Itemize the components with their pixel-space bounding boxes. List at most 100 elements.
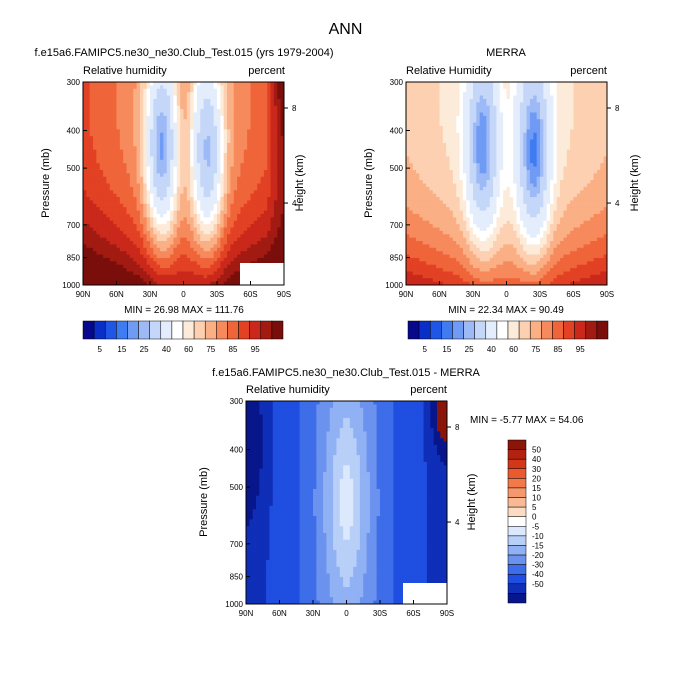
contour-cell [230, 213, 235, 218]
contour-cell [429, 88, 434, 93]
contour-cell [150, 197, 154, 201]
contour-cell [99, 261, 104, 266]
contour-cell [200, 207, 205, 212]
contour-cell [109, 213, 114, 218]
contour-cell [150, 146, 154, 151]
contour-cell [213, 136, 218, 141]
contour-cell [163, 122, 168, 127]
contour-cell [190, 159, 195, 164]
contour-cell [223, 98, 228, 103]
contour-cell [237, 122, 241, 127]
contour-cell [233, 274, 238, 279]
contour-cell [237, 217, 241, 222]
contour-cell [193, 122, 198, 127]
contour-cell [406, 254, 410, 259]
contour-cell [166, 105, 171, 110]
contour-cell [223, 183, 228, 188]
contour-cell [449, 278, 454, 283]
contour-cell [422, 281, 427, 285]
contour-cell [163, 268, 168, 272]
contour-cell [406, 153, 410, 157]
contour-cell [452, 247, 457, 252]
contour-cell [449, 264, 454, 269]
contour-cell [103, 139, 107, 144]
contour-cell [449, 220, 454, 225]
contour-cell [227, 271, 231, 276]
contour-cell [93, 254, 97, 259]
contour-cell [109, 125, 114, 130]
contour-cell [462, 261, 467, 266]
contour-cell [422, 268, 427, 272]
contour-cell [143, 173, 148, 178]
contour-cell [116, 159, 121, 164]
contour-cell [139, 173, 144, 178]
contour-cell [436, 207, 440, 212]
contour-cell [119, 149, 124, 154]
contour-cell [196, 139, 201, 144]
contour-cell [146, 119, 151, 124]
contour-cell [203, 254, 208, 259]
contour-cell [156, 190, 161, 195]
contour-cell [103, 125, 107, 130]
contour-cell [116, 271, 121, 276]
contour-cell [233, 264, 238, 269]
contour-cell [93, 98, 97, 103]
contour-cell [89, 227, 94, 232]
contour-cell [233, 153, 238, 157]
contour-cell [156, 281, 161, 285]
contour-cell [233, 142, 238, 147]
contour-cell [173, 224, 178, 228]
contour-cell [89, 271, 94, 276]
contour-cell [432, 224, 437, 228]
contour-cell [240, 132, 245, 137]
contour-cell [409, 92, 414, 97]
contour-cell [89, 241, 94, 245]
contour-cell [469, 180, 474, 184]
contour-cell [89, 95, 94, 100]
contour-cell [133, 88, 138, 93]
contour-cell [260, 149, 265, 154]
contour-cell [419, 125, 424, 130]
contour-cell [203, 271, 208, 276]
contour-cell [136, 264, 141, 269]
contour-cell [230, 186, 235, 191]
contour-cell [223, 125, 228, 130]
contour-cell [150, 271, 154, 276]
contour-cell [277, 186, 282, 191]
contour-cell [409, 98, 414, 103]
contour-cell [436, 102, 440, 107]
contour-cell [263, 186, 268, 191]
contour-cell [180, 82, 184, 86]
contour-cell [173, 85, 178, 90]
contour-cell [257, 241, 262, 245]
contour-cell [476, 139, 481, 144]
contour-cell [270, 190, 275, 195]
contour-cell [83, 142, 87, 147]
contour-cell [180, 207, 184, 212]
contour-cell [153, 122, 158, 127]
contour-cell [422, 274, 427, 279]
contour-cell [419, 217, 424, 222]
contour-cell [213, 261, 218, 266]
contour-cell [240, 220, 245, 225]
contour-cell [253, 176, 258, 181]
contour-cell [476, 257, 481, 262]
contour-cell [176, 132, 181, 137]
contour-cell [203, 278, 208, 283]
contour-cell [267, 92, 272, 97]
contour-cell [452, 278, 457, 283]
contour-cell [227, 115, 231, 120]
contour-cell [267, 82, 272, 86]
contour-field [406, 82, 607, 285]
contour-cell [406, 200, 410, 205]
contour-cell [247, 156, 251, 161]
contour-cell [176, 186, 181, 191]
contour-cell [462, 234, 467, 239]
contour-cell [459, 186, 464, 191]
contour-cell [257, 193, 262, 198]
contour-cell [139, 169, 144, 174]
contour-cell [143, 190, 148, 195]
contour-cell [233, 136, 238, 141]
contour-cell [96, 95, 101, 100]
contour-cell [196, 224, 201, 228]
